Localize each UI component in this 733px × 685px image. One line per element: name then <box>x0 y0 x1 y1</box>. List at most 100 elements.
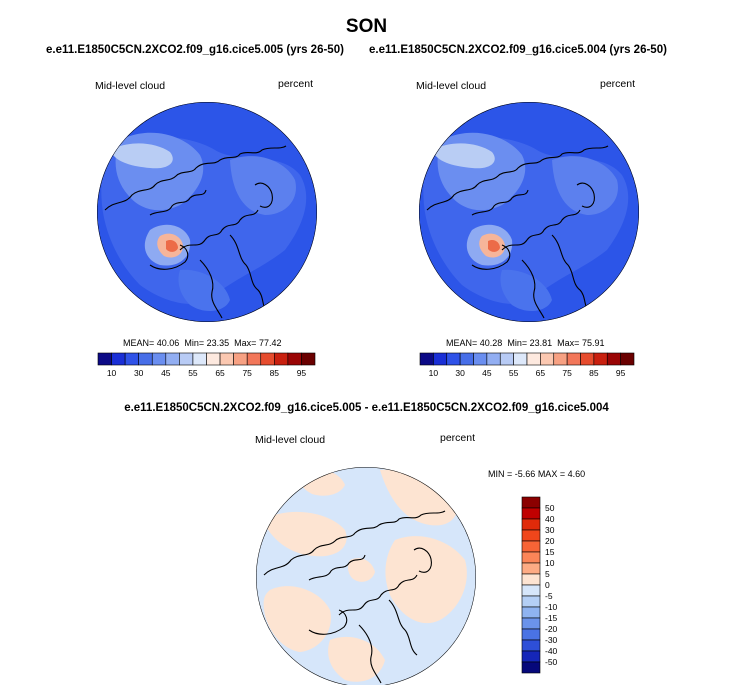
right-min-label: Min= <box>507 338 528 348</box>
colorbar-swatch <box>521 551 541 564</box>
colorbar-tick-label: 15 <box>545 547 555 557</box>
left-max-value: 77.42 <box>258 338 282 348</box>
figure-title: SON <box>345 16 388 37</box>
colorbar-tick-label: 85 <box>270 368 280 378</box>
colorbar-swatch <box>138 352 153 366</box>
colorbar-swatch <box>521 595 541 608</box>
left-case-title: e.e11.E1850C5CN.2XCO2.f09_g16.cice5.005 … <box>46 44 344 56</box>
colorbar-swatch <box>566 352 581 366</box>
colorbar-tick-label: -15 <box>545 613 558 623</box>
colorbar-tick-label: 95 <box>297 368 307 378</box>
left-max-label: Max= <box>234 338 257 348</box>
colorbar-tick-label: 75 <box>562 368 572 378</box>
colorbar-swatch <box>499 352 514 366</box>
colorbar-tick-label: -20 <box>545 624 558 634</box>
colorbar-tick-label: 10 <box>545 558 555 568</box>
colorbar-tick-label: 10 <box>429 368 439 378</box>
colorbar-tick-label: 55 <box>509 368 519 378</box>
colorbar-swatch <box>513 352 528 366</box>
colorbar-tick-label: 65 <box>215 368 225 378</box>
colorbar-swatch <box>521 650 541 663</box>
colorbar-swatch <box>620 352 635 366</box>
colorbar-swatch <box>260 352 275 366</box>
colorbar-swatch <box>521 584 541 597</box>
colorbar-swatch <box>274 352 289 366</box>
colorbar-tick-label: 45 <box>161 368 171 378</box>
colorbar-swatch <box>179 352 194 366</box>
colorbar-swatch <box>111 352 126 366</box>
colorbar-swatch <box>521 562 541 575</box>
colorbar-tick-label: 30 <box>134 368 144 378</box>
colorbar-tick-label: 10 <box>107 368 117 378</box>
colorbar-swatch <box>580 352 595 366</box>
colorbar-swatch <box>473 352 488 366</box>
left-field-label: Mid-level cloud <box>95 80 166 92</box>
colorbar-tick-label: 30 <box>545 525 555 535</box>
colorbar-swatch <box>192 352 207 366</box>
colorbar-swatch <box>419 352 434 366</box>
colorbar-swatch <box>233 352 248 366</box>
colorbar-swatch <box>521 496 541 509</box>
right-map <box>419 102 639 322</box>
colorbar-swatch <box>206 352 221 366</box>
diff-max-label: MAX = <box>537 469 566 479</box>
colorbar-tick-label: 65 <box>536 368 546 378</box>
left-unit-label: percent <box>278 78 314 90</box>
diff-max-value: 4.60 <box>567 469 586 479</box>
colorbar-tick-label: 85 <box>589 368 599 378</box>
colorbar-swatch <box>521 573 541 586</box>
colorbar-swatch <box>521 507 541 520</box>
colorbar-swatch <box>301 352 316 366</box>
colorbar-tick-label: -50 <box>545 657 558 667</box>
diff-min-value: -5.66 <box>514 469 536 479</box>
left-mean-label: MEAN= <box>123 338 155 348</box>
colorbar-swatch <box>219 352 234 366</box>
colorbar-swatch <box>521 617 541 630</box>
colorbar-swatch <box>459 352 474 366</box>
right-min-value: 23.81 <box>529 338 553 348</box>
colorbar-tick-label: 55 <box>188 368 198 378</box>
colorbar-swatch <box>97 352 112 366</box>
colorbar-swatch <box>124 352 139 366</box>
colorbar-tick-label: 0 <box>545 580 550 590</box>
left-mean-value: 40.06 <box>156 338 180 348</box>
colorbar-tick-label: -10 <box>545 602 558 612</box>
diff-min-label: MIN = <box>488 469 513 479</box>
left-min-value: 23.35 <box>206 338 230 348</box>
colorbar-tick-label: 5 <box>545 569 550 579</box>
colorbar-swatch <box>521 661 541 674</box>
right-mean-label: MEAN= <box>446 338 478 348</box>
colorbar-swatch <box>165 352 180 366</box>
right-mean-value: 40.28 <box>479 338 503 348</box>
diff-field-label: Mid-level cloud <box>255 434 326 446</box>
right-max-label: Max= <box>557 338 580 348</box>
right-colorbar: 10 30 45 55 65 75 85 95 <box>419 352 635 378</box>
colorbar-swatch <box>446 352 461 366</box>
colorbar-tick-label: 95 <box>616 368 626 378</box>
colorbar-swatch <box>593 352 608 366</box>
right-case-title: e.e11.E1850C5CN.2XCO2.f09_g16.cice5.004 … <box>369 44 667 56</box>
colorbar-tick-label: 20 <box>545 536 555 546</box>
colorbar-tick-label: -30 <box>545 635 558 645</box>
right-max-value: 75.91 <box>581 338 605 348</box>
colorbar-tick-label: 30 <box>455 368 465 378</box>
colorbar-swatch <box>540 352 555 366</box>
colorbar-tick-label: -5 <box>545 591 553 601</box>
colorbar-swatch <box>433 352 448 366</box>
colorbar-tick-label: 50 <box>545 503 555 513</box>
left-map <box>97 102 317 322</box>
colorbar-swatch <box>287 352 302 366</box>
diff-stats: MIN = -5.66 MAX = 4.60 <box>488 469 585 479</box>
colorbar-swatch <box>606 352 621 366</box>
diff-unit-label: percent <box>440 432 476 444</box>
colorbar-swatch <box>526 352 541 366</box>
colorbar-swatch <box>486 352 501 366</box>
colorbar-swatch <box>553 352 568 366</box>
colorbar-swatch <box>521 628 541 641</box>
colorbar-swatch <box>151 352 167 366</box>
colorbar-swatch <box>521 540 541 553</box>
colorbar-tick-label: 40 <box>545 514 555 524</box>
colorbar-swatch <box>521 606 541 619</box>
colorbar-tick-label: -40 <box>545 646 558 656</box>
